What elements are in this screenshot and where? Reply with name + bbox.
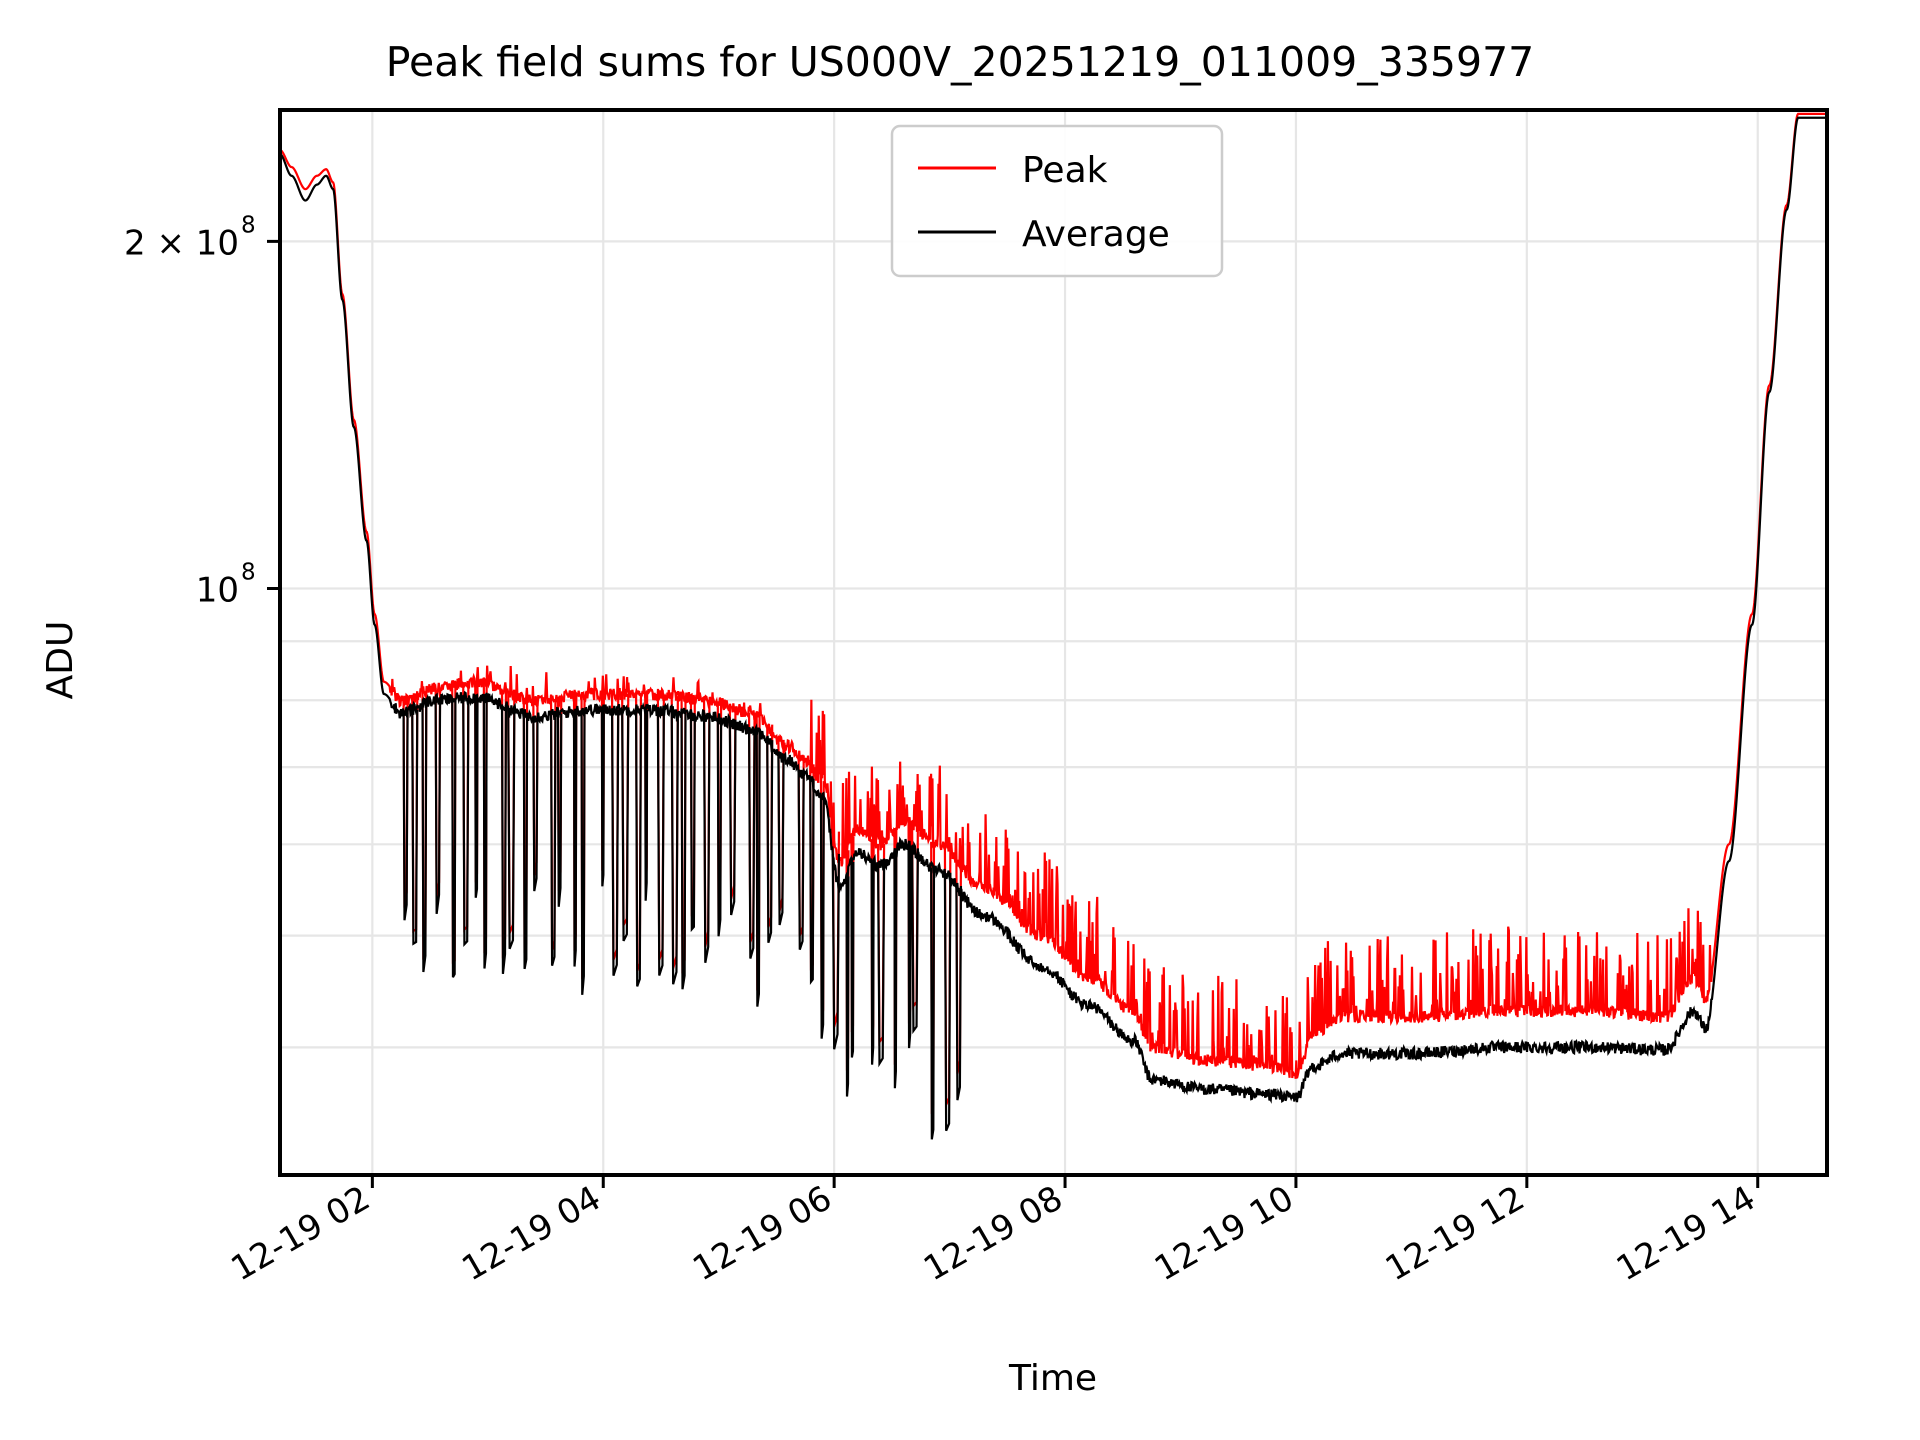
y-axis-label: ADU	[40, 621, 81, 700]
svg-text:8: 8	[241, 212, 256, 238]
axes-frame	[278, 108, 1829, 1177]
legend-frame	[890, 124, 1224, 278]
chart-title: Peak field sums for US000V_20251219_0110…	[386, 38, 1535, 86]
data-series-layer	[280, 112, 1827, 1140]
series-average-dropouts	[402, 697, 963, 1140]
chart-legend[interactable]: Peak Average	[890, 124, 1224, 278]
legend-label-average: Average	[1022, 214, 1170, 255]
y-tick-label: 2 × 10 8	[124, 212, 256, 263]
y-axis-ticks: 10 82 × 10 8	[124, 212, 280, 610]
y-tick-label: 10 8	[196, 559, 256, 610]
svg-text:8: 8	[241, 559, 256, 585]
legend-label-peak: Peak	[1022, 150, 1108, 191]
svg-text:10: 10	[196, 570, 239, 610]
svg-text:2 × 10: 2 × 10	[124, 223, 239, 263]
x-axis-label: Time	[1008, 1358, 1097, 1399]
